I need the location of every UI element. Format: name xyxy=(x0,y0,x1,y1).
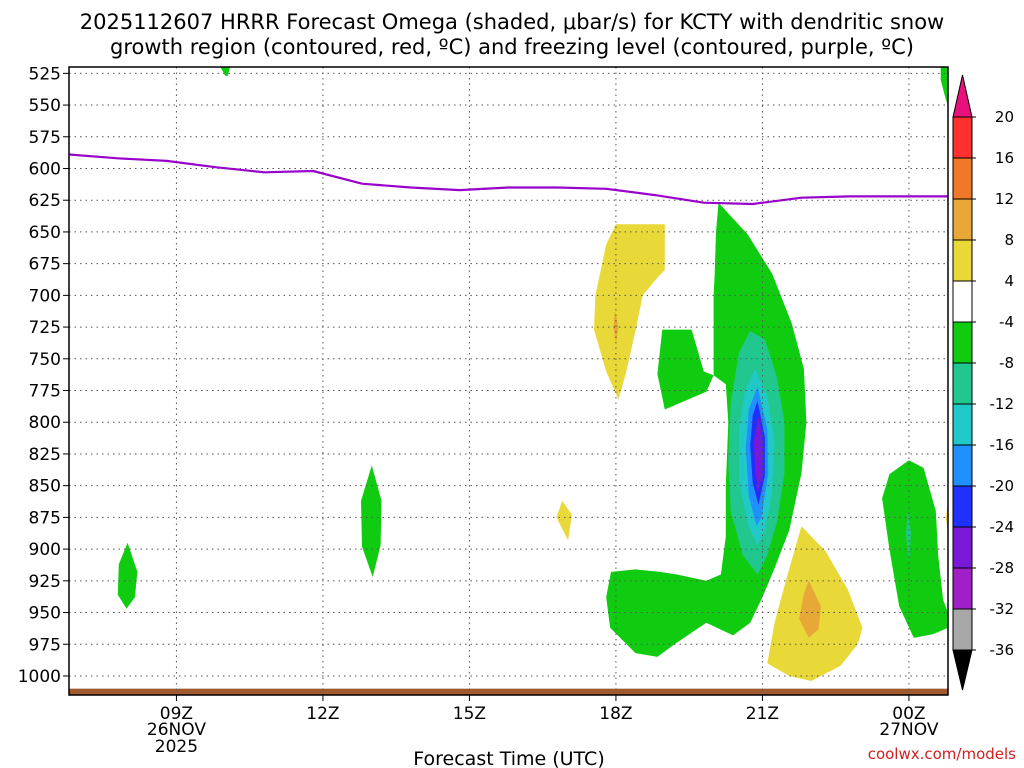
x-year-label: 2025 xyxy=(155,737,198,757)
colorbar-label-13: -36 xyxy=(990,641,1015,659)
y-tick-label-925: 925 xyxy=(29,572,61,592)
x-tick-label-09Z: 09Z xyxy=(160,704,193,724)
colorbar-bin-3 xyxy=(952,239,973,282)
colorbar-bin-11 xyxy=(952,567,973,610)
x-tick-label-00Z: 00Z xyxy=(892,704,925,724)
omega-region-orange-1800 xyxy=(613,310,619,344)
x-tick-label-12Z: 12Z xyxy=(306,704,339,724)
y-tick-label-875: 875 xyxy=(29,508,61,528)
colorbar-label-0: 20 xyxy=(995,108,1014,126)
y-axis: 525 550 575 600 625 650 675 700 725 750 775 800 825 8… xyxy=(18,64,69,687)
plot-frame xyxy=(68,66,949,696)
omega-region-green-0830 xyxy=(117,542,138,609)
colorbar-label-6: -8 xyxy=(999,354,1014,372)
omega-region-purple-core xyxy=(754,415,763,492)
y-tick-label-775: 775 xyxy=(29,382,61,402)
colorbar-bin-1 xyxy=(952,157,973,200)
colorbar-bin-4 xyxy=(952,280,973,323)
x-date-label-26NOV: 26NOV xyxy=(147,720,206,740)
y-tick-label-525: 525 xyxy=(29,64,61,84)
y-tick-label-575: 575 xyxy=(29,128,61,148)
colorbar-label-1: 16 xyxy=(995,149,1014,167)
omega-region-green-2400 xyxy=(882,460,948,638)
y-tick-label-900: 900 xyxy=(29,540,61,560)
watermark: coolwx.com/models xyxy=(868,745,1016,763)
y-tick-label-950: 950 xyxy=(29,604,61,624)
y-tick-label-550: 550 xyxy=(29,96,61,116)
colorbar-bin-2 xyxy=(952,198,973,241)
y-tick-label-625: 625 xyxy=(29,191,61,211)
colorbar-bin-7 xyxy=(952,403,973,446)
y-tick-label-825: 825 xyxy=(29,445,61,465)
colorbar-label-2: 12 xyxy=(995,190,1014,208)
colorbar-label-7: -12 xyxy=(990,395,1015,413)
y-tick-label-700: 700 xyxy=(29,286,61,306)
omega-region-green-top-right xyxy=(940,67,948,106)
freezing-level-line xyxy=(68,153,948,206)
omega-region-teal-2400 xyxy=(906,511,911,562)
y-tick-label-725: 725 xyxy=(29,318,61,338)
x-tick-label-21Z: 21Z xyxy=(746,704,779,724)
colorbar-label-12: -32 xyxy=(990,600,1015,618)
x-tick-label-18Z: 18Z xyxy=(599,704,632,724)
y-tick-label-975: 975 xyxy=(29,635,61,655)
colorbar-label-5: -4 xyxy=(999,313,1014,331)
colorbar-bin-10 xyxy=(952,526,973,569)
y-tick-label-750: 750 xyxy=(29,350,61,370)
y-tick-label-1000: 1000 xyxy=(18,667,61,687)
colorbar-bin-12 xyxy=(952,608,973,651)
colorbar-label-9: -20 xyxy=(990,477,1015,495)
colorbar-bin-9 xyxy=(952,485,973,528)
surface-band xyxy=(69,688,948,695)
colorbar-bottom-arrow xyxy=(952,649,973,691)
gridlines xyxy=(69,67,948,695)
colorbar-bin-8 xyxy=(952,444,973,487)
colorbar: 20 16 12 8 4 -4 -8 -12 -16 -20 -24 -28 -32 -36 xyxy=(952,74,1015,691)
y-tick-label-675: 675 xyxy=(29,255,61,275)
chart-title-line-2: growth region (contoured, red, ºC) and f… xyxy=(110,35,914,59)
y-tick-label-600: 600 xyxy=(29,159,61,179)
colorbar-bin-6 xyxy=(952,362,973,405)
omega-region-yellow-1700 xyxy=(556,500,572,541)
omega-region-green-top-left xyxy=(220,67,231,76)
omega-region-yellow-1800 xyxy=(594,224,665,400)
x-tick-label-15Z: 15Z xyxy=(453,704,486,724)
colorbar-top-arrow xyxy=(952,74,973,118)
freezing-level-contour xyxy=(68,153,948,206)
x-axis-label: Forecast Time (UTC) xyxy=(413,748,604,768)
colorbar-label-4: 4 xyxy=(1004,272,1014,290)
colorbar-label-10: -24 xyxy=(990,518,1015,536)
surface-band-fill xyxy=(69,688,948,695)
colorbar-label-11: -28 xyxy=(990,559,1015,577)
colorbar-bin-0 xyxy=(952,116,973,159)
y-tick-label-800: 800 xyxy=(29,413,61,433)
omega-shading xyxy=(117,67,948,681)
chart-title-line-1: 2025112607 HRRR Forecast Omega (shaded, … xyxy=(80,10,944,34)
colorbar-label-8: -16 xyxy=(990,436,1015,454)
y-tick-label-650: 650 xyxy=(29,223,61,243)
omega-region-orange-2230 xyxy=(799,580,821,638)
y-tick-label-850: 850 xyxy=(29,477,61,497)
omega-region-green-1300 xyxy=(361,465,382,577)
colorbar-bin-5 xyxy=(952,321,973,364)
x-date-label-27NOV: 27NOV xyxy=(879,720,938,740)
colorbar-label-3: 8 xyxy=(1004,231,1014,249)
